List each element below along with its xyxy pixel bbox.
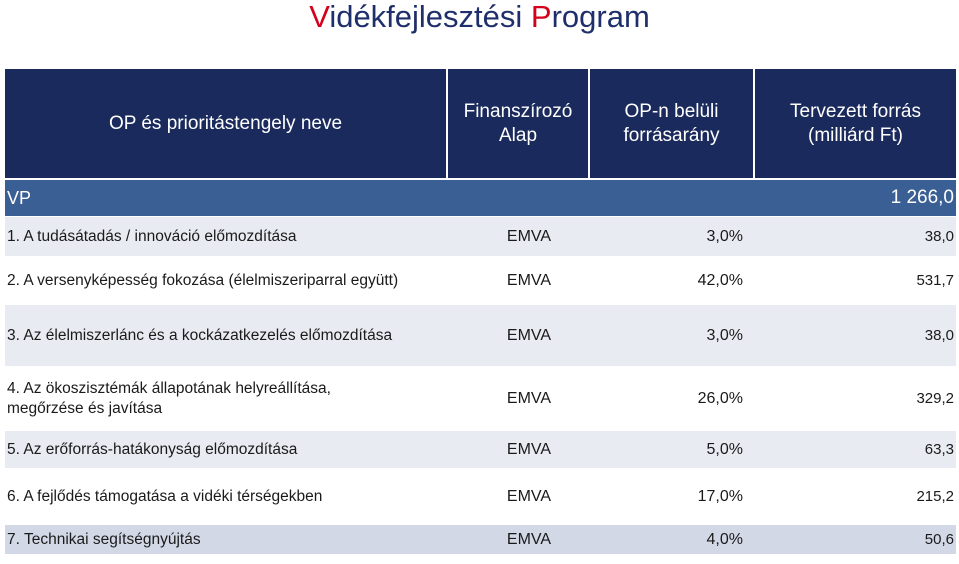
header-source: Tervezett forrás (milliárd Ft) [755,69,956,178]
table-header-row: OP és prioritástengely neve Finanszírozó… [5,69,956,178]
share-cell: 5,0% [590,430,755,468]
vp-total-row: VP 1 266,0 [5,178,956,216]
amount-cell: 38,0 [755,304,956,366]
title-part-1: idékfejlesztési [329,0,531,34]
table-row: 6. A fejlődés támogatása a vidéki térség… [5,468,956,524]
fund-cell: EMVA [448,256,590,304]
header-share: OP-n belüli forrásarány [590,69,755,178]
fund-cell: EMVA [448,304,590,366]
share-cell: 17,0% [590,468,755,524]
share-cell: 42,0% [590,256,755,304]
fund-cell: EMVA [448,366,590,430]
share-cell: 26,0% [590,366,755,430]
table-row: 2. A versenyképesség fokozása (élelmisze… [5,256,956,304]
fund-cell: EMVA [448,468,590,524]
share-cell: 3,0% [590,304,755,366]
priority-name: 3. Az élelmiszerlánc és a kockázatkezelé… [5,304,448,366]
priority-name: 4. Az ökoszisztémák állapotának helyreál… [5,366,448,430]
header-op-name-label: OP és prioritástengely neve [108,112,343,134]
share-cell: 3,0% [590,216,755,256]
amount-cell: 50,6 [755,524,956,554]
priority-name: 1. A tudásátadás / innováció előmozdítás… [5,216,448,256]
priority-name: 6. A fejlődés támogatása a vidéki térség… [5,468,448,524]
fund-cell: EMVA [448,430,590,468]
table-row: 5. Az erőforrás-hatákonyság előmozdítása… [5,430,956,468]
share-cell: 4,0% [590,524,755,554]
priority-name-line1: 4. Az ökoszisztémák állapotának helyreál… [7,379,331,397]
program-table: OP és prioritástengely neve Finanszírozó… [5,69,956,554]
amount-cell: 215,2 [755,468,956,524]
header-share-line2: forrásarány [623,124,720,146]
table-row: 1. A tudásátadás / innováció előmozdítás… [5,216,956,256]
table-row: 4. Az ökoszisztémák állapotának helyreál… [5,366,956,430]
header-source-line1: Tervezett forrás [790,100,921,122]
priority-name: 7. Technikai segítségnyújtás [5,524,448,554]
priority-name: 2. A versenyképesség fokozása (élelmisze… [5,256,448,304]
amount-cell: 38,0 [755,216,956,256]
table-row: 7. Technikai segítségnyújtás EMVA 4,0% 5… [5,524,956,554]
amount-cell: 329,2 [755,366,956,430]
priority-name-line2: megőrzése és javítása [7,399,163,417]
title-initial-p: P [530,0,552,34]
priority-name: 5. Az erőforrás-hatákonyság előmozdítása [5,430,448,468]
header-fund-line1: Finanszírozó [463,100,573,122]
page-title: Vidékfejlesztési Program [0,0,959,34]
header-share-line1: OP-n belüli [624,100,719,122]
header-source-line2: (milliárd Ft) [808,124,903,146]
header-fund-line2: Alap [498,124,538,146]
table-row: 3. Az élelmiszerlánc és a kockázatkezelé… [5,304,956,366]
amount-cell: 531,7 [755,256,956,304]
title-part-2: rogram [551,0,650,34]
vp-label: VP [5,178,448,216]
vp-total: 1 266,0 [755,178,956,216]
fund-cell: EMVA [448,216,590,256]
fund-cell: EMVA [448,524,590,554]
title-initial-v: V [309,0,330,34]
header-fund: Finanszírozó Alap [448,69,590,178]
amount-cell: 63,3 [755,430,956,468]
header-op-name: OP és prioritástengely neve [5,69,448,178]
